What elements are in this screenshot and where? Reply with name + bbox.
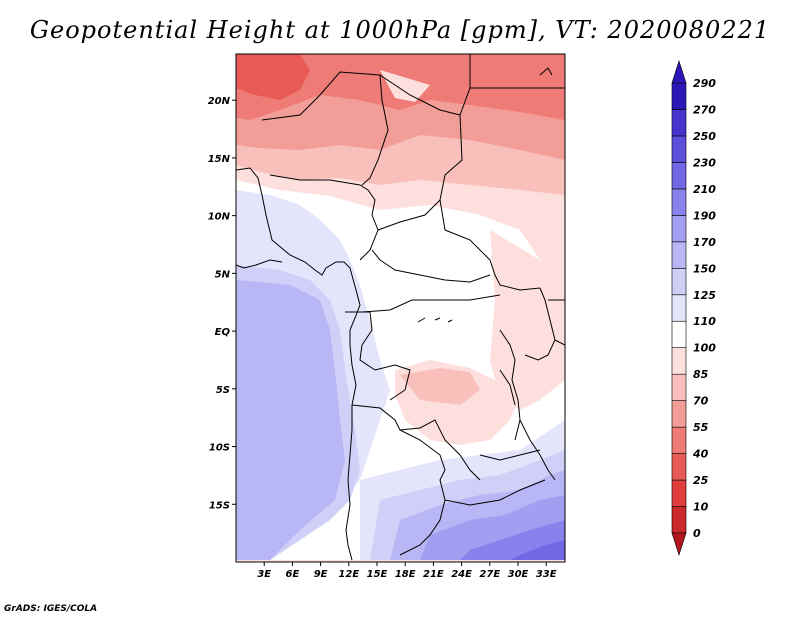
credit-label: GrADS: IGES/COLA <box>4 604 98 614</box>
colorbar-swatch <box>671 82 687 110</box>
colorbar-swatch <box>671 453 687 481</box>
colorbar-swatch <box>671 320 687 349</box>
colorbar-label: 190 <box>693 209 716 222</box>
colorbar-label: 270 <box>693 103 716 116</box>
colorbar-swatch <box>671 162 687 190</box>
coastlines <box>236 54 565 561</box>
colorbar-swatch <box>671 479 687 507</box>
colorbar-swatch <box>671 135 687 163</box>
colorbar-label: 100 <box>693 342 716 355</box>
colorbar-swatch <box>671 267 687 296</box>
colorbar-label: 25 <box>693 474 709 487</box>
colorbar-label: 55 <box>693 421 709 434</box>
height-field <box>236 54 565 562</box>
colorbar-label: 230 <box>693 156 716 169</box>
colorbar-max-arrow <box>671 60 687 84</box>
x-tick-label: 21E <box>423 569 444 580</box>
colorbar-swatch <box>671 294 687 322</box>
colorbar-label: 110 <box>693 315 716 328</box>
colorbar: 0 10 25 40 55 70 85 100 110 125 150 170 190 210 230 250… <box>671 60 716 556</box>
x-tick-label: 33E <box>536 569 557 580</box>
x-tick-label: 3E <box>257 569 271 580</box>
x-tick-label: 6E <box>286 569 300 580</box>
colorbar-swatch <box>671 109 687 137</box>
colorbar-label: 40 <box>692 448 709 461</box>
colorbar-label: 250 <box>693 130 716 143</box>
x-axis: 3E 6E 9E 12E 15E 18E 21E 24E 27E 30E 33E <box>257 562 557 580</box>
y-tick-label: 10S <box>209 443 230 454</box>
x-tick-label: 30E <box>508 569 529 580</box>
x-tick-label: 24E <box>451 569 472 580</box>
colorbar-swatch <box>671 241 687 269</box>
colorbar-swatch <box>671 215 687 243</box>
y-tick-label: 15S <box>209 500 230 511</box>
colorbar-label: 85 <box>693 368 709 381</box>
y-tick-label: 15N <box>208 154 231 165</box>
x-tick-label: 27E <box>479 569 500 580</box>
y-axis: 20N 15N 10N 5N EQ 5S 10S 15S <box>208 96 236 511</box>
colorbar-swatch <box>671 188 687 216</box>
colorbar-label: 70 <box>693 395 709 408</box>
colorbar-swatch <box>671 400 687 428</box>
colorbar-label: 150 <box>693 262 716 275</box>
y-tick-label: EQ <box>215 327 231 338</box>
map-title: Geopotential Height at 1000hPa [gpm], VT… <box>29 16 771 44</box>
y-tick-label: 5S <box>216 385 230 396</box>
colorbar-min-arrow <box>671 532 687 556</box>
colorbar-label: 290 <box>693 77 716 90</box>
colorbar-label: 125 <box>693 289 716 302</box>
colorbar-swatch <box>671 426 687 454</box>
colorbar-swatch <box>671 506 687 534</box>
y-tick-label: 10N <box>208 212 231 223</box>
map-frame <box>235 53 566 563</box>
y-tick-label: 5N <box>215 269 231 280</box>
colorbar-label: 210 <box>693 183 716 196</box>
colorbar-label: 0 <box>693 527 701 540</box>
x-tick-label: 12E <box>338 569 359 580</box>
colorbar-label: 170 <box>693 236 716 249</box>
x-tick-label: 15E <box>367 569 388 580</box>
x-tick-label: 18E <box>395 569 416 580</box>
x-tick-label: 9E <box>314 569 328 580</box>
colorbar-swatch <box>671 373 687 401</box>
colorbar-swatch <box>671 347 687 375</box>
y-tick-label: 20N <box>208 96 231 107</box>
colorbar-label: 10 <box>693 501 709 514</box>
